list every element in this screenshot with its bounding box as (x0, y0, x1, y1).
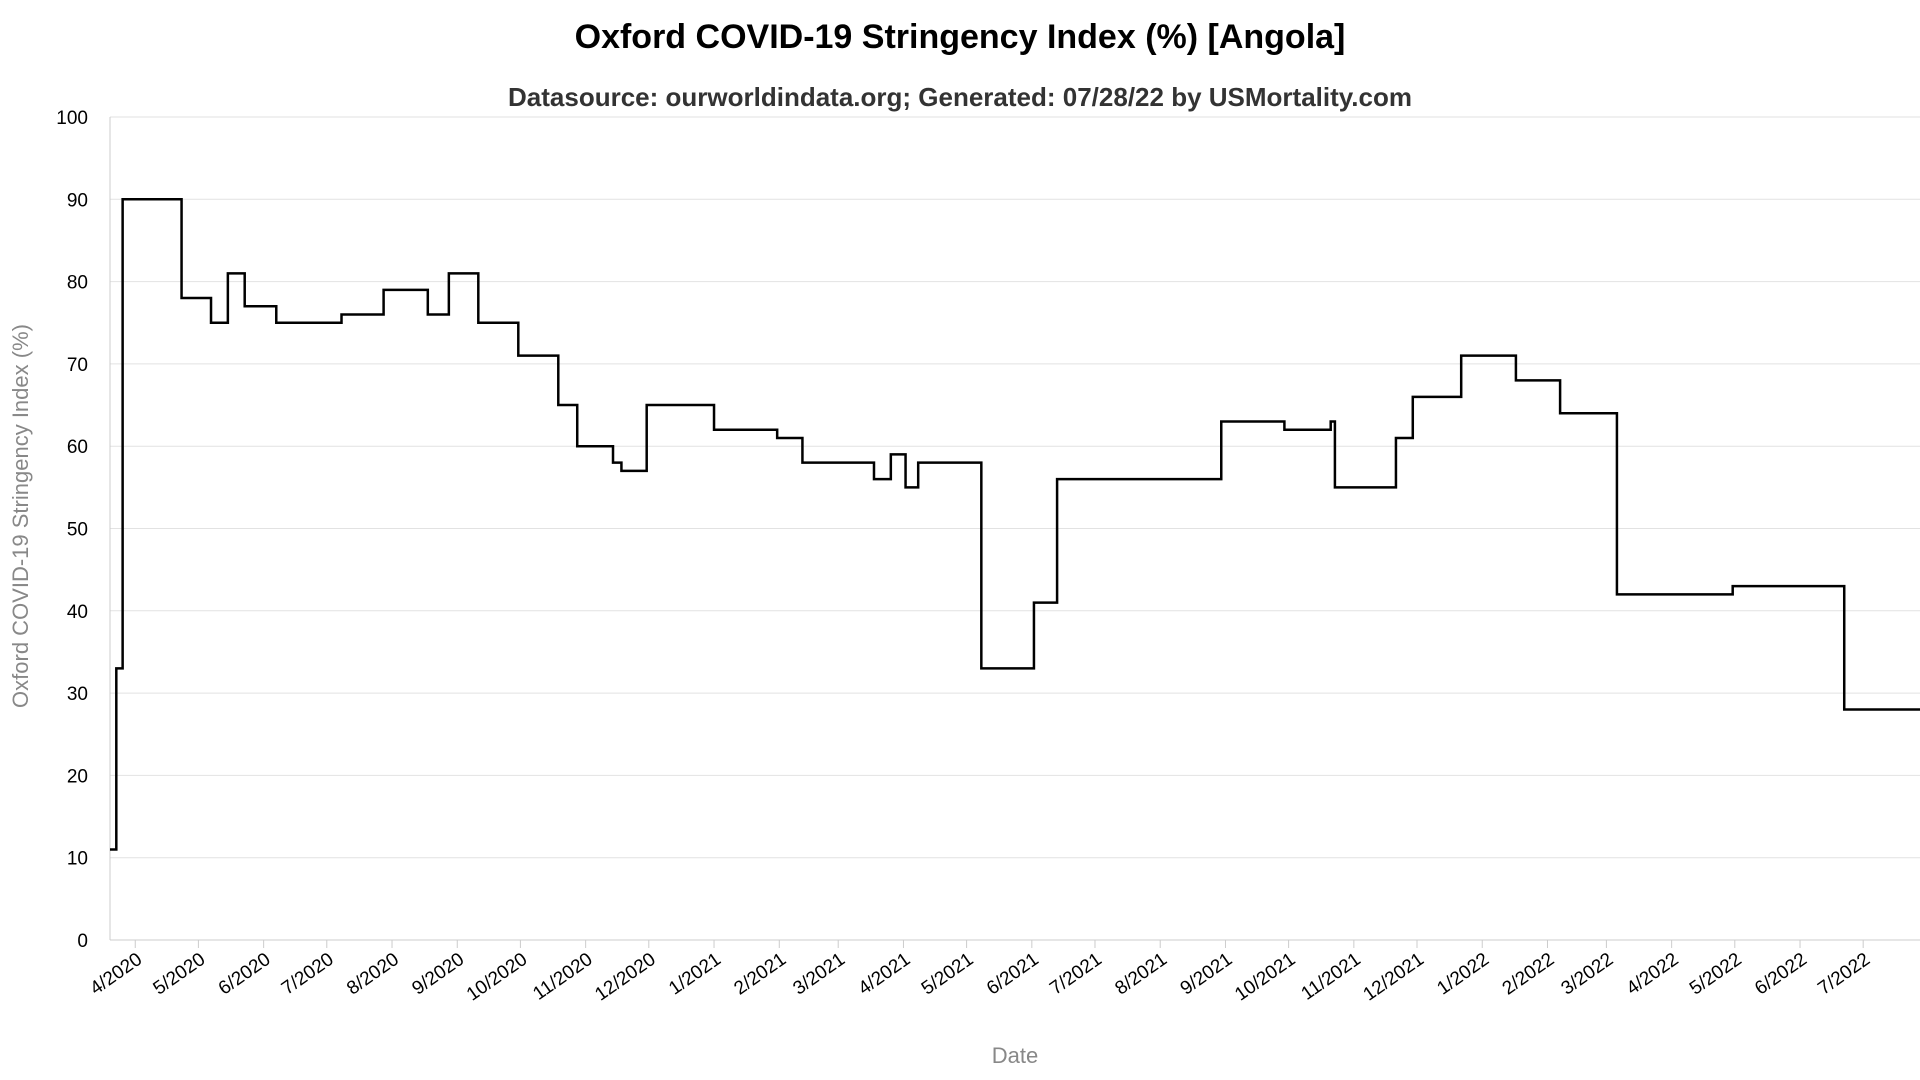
x-tick-label: 7/2022 (1814, 949, 1874, 1000)
y-tick-label: 90 (67, 190, 88, 211)
x-tick-label: 7/2021 (1046, 949, 1106, 1000)
x-tick-label: 9/2020 (408, 949, 468, 1000)
x-tick-label: 4/2022 (1623, 949, 1683, 1000)
x-tick-label: 8/2021 (1111, 949, 1171, 1000)
grid-lines (110, 116, 1920, 941)
chart-title: Oxford COVID-19 Stringency Index (%) [An… (575, 18, 1346, 56)
x-tick-label: 10/2021 (1231, 949, 1299, 1006)
x-tick-label: 4/2020 (86, 949, 146, 1000)
y-tick-label: 60 (67, 437, 88, 458)
axes (109, 117, 1920, 948)
stringency-index-line (110, 198, 1920, 851)
y-tick-label: 40 (67, 602, 88, 623)
x-tick-label: 6/2021 (983, 949, 1043, 1000)
y-tick-label: 0 (77, 931, 88, 952)
y-tick-label: 50 (67, 520, 88, 541)
x-tick-label: 10/2020 (463, 949, 531, 1006)
x-tick-label: 8/2020 (343, 949, 403, 1000)
x-tick-label: 5/2020 (150, 949, 210, 1000)
x-tick-label: 2/2021 (730, 949, 790, 1000)
x-tick-label: 1/2022 (1433, 949, 1493, 1000)
y-tick-label: 70 (67, 355, 88, 376)
x-tick-label: 9/2021 (1177, 949, 1237, 1000)
x-tick-label: 5/2021 (918, 949, 978, 1000)
x-tick-label: 2/2022 (1499, 949, 1559, 1000)
x-tick-label: 1/2021 (665, 949, 725, 1000)
x-tick-labels: 4/2020 5/2020 6/2020 7/2020 8/2020 9/202010/2… (86, 949, 1874, 1006)
y-tick-label: 20 (67, 766, 88, 787)
x-tick-label: 11/2020 (529, 949, 596, 1005)
y-tick-label: 80 (67, 273, 88, 294)
x-tick-label: 6/2020 (215, 949, 275, 1000)
x-tick-label: 7/2020 (278, 949, 338, 1000)
x-tick-label: 12/2021 (1360, 949, 1428, 1006)
y-tick-label: 30 (67, 684, 88, 705)
chart-subtitle: Datasource: ourworldindata.org; Generate… (508, 82, 1412, 112)
series-layer (110, 198, 1920, 851)
x-tick-label: 3/2022 (1558, 949, 1618, 1000)
y-tick-labels: 0 10 20 30 40 50 60 70 80 90 100 (56, 108, 88, 952)
y-axis-title: Oxford COVID-19 Stringency Index (%) (8, 324, 33, 708)
y-tick-label: 100 (56, 108, 88, 129)
x-axis-title: Date (992, 1043, 1038, 1068)
x-tick-label: 3/2021 (789, 949, 849, 1000)
x-tick-label: 11/2021 (1298, 949, 1365, 1005)
x-tick-label: 12/2020 (591, 949, 659, 1006)
y-tick-label: 10 (67, 849, 88, 870)
x-tick-label: 5/2022 (1686, 949, 1746, 1000)
x-tick-label: 6/2022 (1751, 949, 1811, 1000)
x-tick-label: 4/2021 (855, 949, 915, 1000)
